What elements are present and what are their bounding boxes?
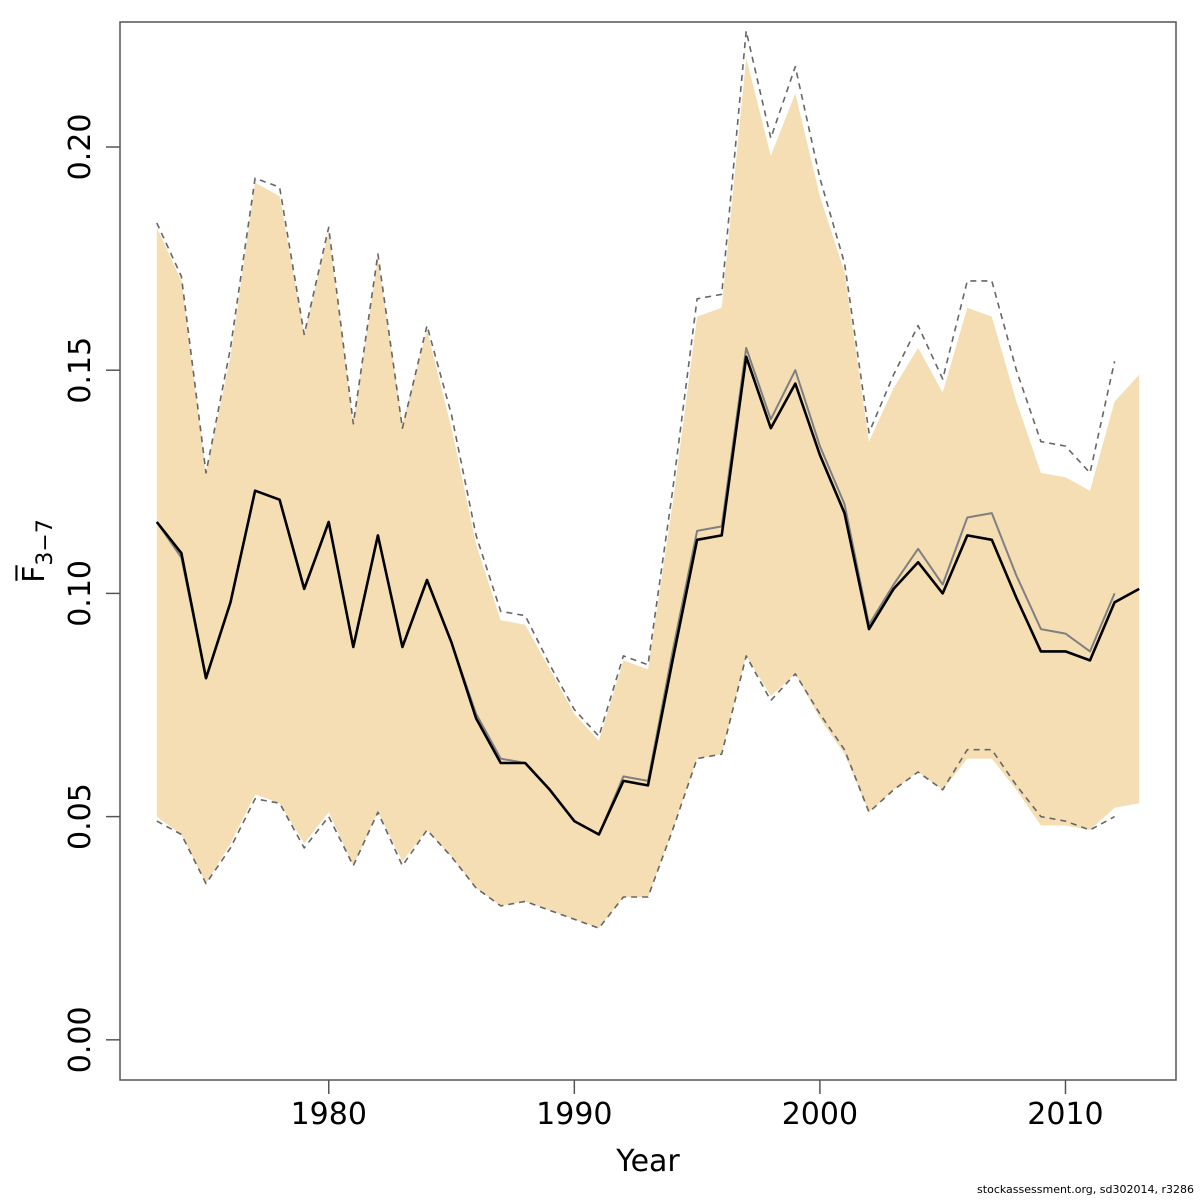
confidence-band-area	[156, 57, 1140, 929]
y-tick-label: 0.00	[63, 1006, 98, 1073]
x-tick-label: 2010	[1027, 1097, 1103, 1132]
y-axis-title-group: F̅3−7	[15, 519, 58, 583]
series-line-layer	[155, 30, 1140, 929]
y-tick-label: 0.20	[63, 114, 98, 181]
confidence-band-layer	[156, 57, 1140, 929]
footnote: stockassessment.org, sd302014, r3286	[977, 1183, 1194, 1196]
y-tick-label: 0.05	[63, 783, 98, 850]
plot-frame	[119, 21, 1177, 1081]
y-axis-title: F̅	[15, 565, 52, 583]
x-tick-label: 1990	[536, 1097, 612, 1132]
x-axis: 1980 1990 2000 2010	[291, 1080, 1104, 1132]
y-axis-title-subscript: 3−7	[33, 519, 58, 565]
x-axis-title: Year	[615, 1144, 680, 1179]
y-tick-label: 0.15	[63, 337, 98, 404]
estimate-line	[155, 355, 1140, 836]
y-tick-label: 0.10	[63, 560, 98, 627]
previous-ci-lower-line	[156, 655, 1115, 929]
y-axis: 0.00 0.05 0.10 0.15 0.20	[63, 114, 120, 1073]
svg-text:F̅3−7: F̅3−7	[15, 519, 58, 583]
x-tick-label: 2000	[782, 1097, 858, 1132]
x-tick-label: 1980	[291, 1097, 367, 1132]
previous-ci-upper-line	[156, 30, 1116, 738]
